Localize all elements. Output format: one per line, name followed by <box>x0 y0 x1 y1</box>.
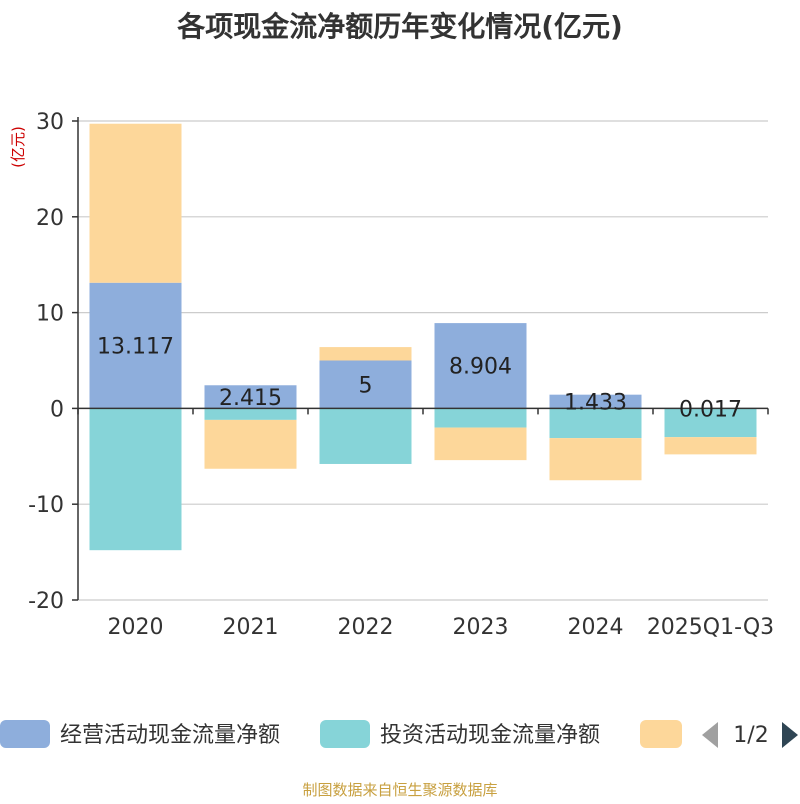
x-tick-label: 2021 <box>223 615 279 640</box>
legend-swatch-investing <box>320 720 370 748</box>
legend-page-indicator: 1/2 <box>733 723 768 748</box>
y-tick-labels: -20 -10 0 10 20 30 <box>28 110 64 614</box>
y-tick-label: -10 <box>28 493 64 518</box>
x-tick-label: 2025Q1-Q3 <box>647 615 774 640</box>
legend-swatch-financing <box>640 720 682 748</box>
bar-2-2024 <box>550 438 642 480</box>
chart-title: 各项现金流净额历年变化情况(亿元) <box>176 10 623 43</box>
legend-label-operating: 经营活动现金流量净额 <box>60 723 280 748</box>
x-tick-label: 2023 <box>453 615 509 640</box>
y-tick-label: 20 <box>36 206 64 231</box>
x-tick-label: 2020 <box>108 615 164 640</box>
legend-item-financing[interactable] <box>640 720 682 748</box>
data-label: 13.117 <box>97 335 174 360</box>
bar-1-2023 <box>435 408 527 427</box>
legend-swatch-operating <box>0 720 50 748</box>
legend-prev-page-icon[interactable] <box>702 722 718 748</box>
y-tick-label: 0 <box>50 397 64 422</box>
y-tick-label: 30 <box>36 110 64 135</box>
x-tick-label: 2024 <box>568 615 624 640</box>
data-label: 1.433 <box>564 391 627 416</box>
y-tick-label: 10 <box>36 302 64 327</box>
legend-label-investing: 投资活动现金流量净额 <box>380 723 600 748</box>
bar-2-2021 <box>205 420 297 469</box>
bar-1-2022 <box>320 408 412 464</box>
x-tick-labels: 2020 2021 2022 2023 2024 2025Q1-Q3 <box>108 615 775 640</box>
legend-item-operating[interactable]: 经营活动现金流量净额 <box>0 720 280 748</box>
source-note: 制图数据来自恒生聚源数据库 <box>302 781 497 799</box>
legend: 经营活动现金流量净额 投资活动现金流量净额 1/2 <box>0 720 798 748</box>
legend-item-investing[interactable]: 投资活动现金流量净额 <box>320 720 600 748</box>
bar-2-2022 <box>320 347 412 360</box>
data-label: 5 <box>359 373 373 398</box>
legend-next-page-icon[interactable] <box>782 722 798 748</box>
data-label: 2.415 <box>219 386 282 411</box>
bar-2-2023 <box>435 428 527 461</box>
bar-2-2020 <box>90 124 182 283</box>
bar-2-2025Q1-Q3 <box>665 437 757 454</box>
bar-1-2020 <box>90 408 182 550</box>
y-tick-label: -20 <box>28 589 64 614</box>
data-label: 8.904 <box>449 355 512 380</box>
y-axis-label: (亿元) <box>9 126 27 168</box>
bars <box>90 124 757 550</box>
x-tick-label: 2022 <box>338 615 394 640</box>
data-labels: 13.117 2.415 5 8.904 1.433 0.017 <box>97 335 742 423</box>
data-label: 0.017 <box>679 397 742 422</box>
